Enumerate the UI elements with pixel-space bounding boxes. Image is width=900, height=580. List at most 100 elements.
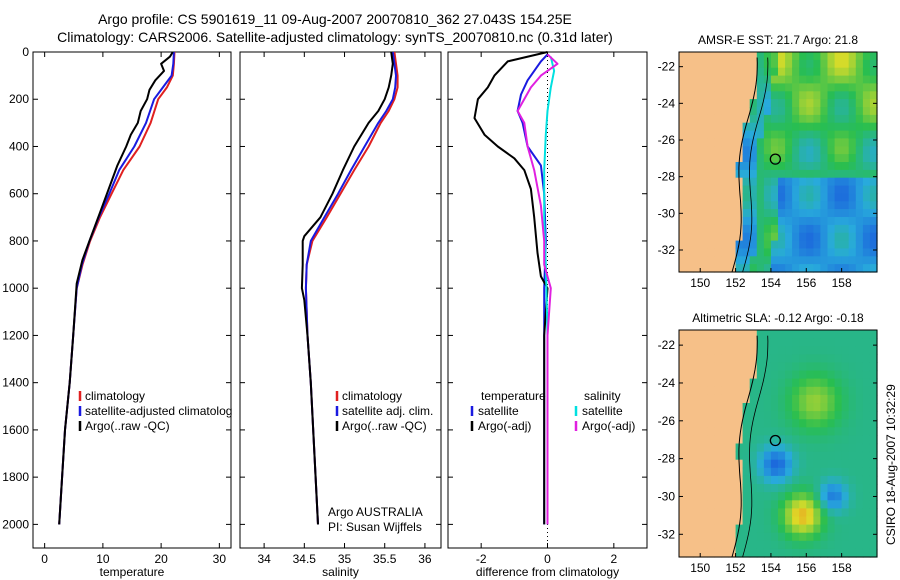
ocean-cell: [855, 346, 864, 355]
ocean-cell: [862, 492, 871, 501]
ocean-cell: [834, 532, 843, 542]
land-cell: [714, 240, 723, 250]
ocean-cell: [763, 209, 772, 218]
ocean-cell: [848, 475, 857, 485]
ocean-cell: [834, 435, 843, 445]
x-tick-label: 150: [690, 561, 710, 575]
ocean-cell: [855, 370, 864, 380]
land-cell: [707, 540, 715, 550]
ocean-cell: [785, 99, 793, 108]
land-cell: [679, 138, 687, 147]
land-cell: [749, 59, 758, 69]
ocean-cell: [827, 91, 836, 100]
ocean-cell: [869, 224, 878, 234]
land-cell: [679, 411, 687, 420]
ocean-cell: [848, 146, 857, 155]
ocean-cell: [785, 130, 793, 140]
y-tick-label: -24: [658, 376, 676, 390]
ocean-cell: [792, 193, 800, 202]
ocean-cell: [820, 354, 829, 363]
ocean-cell: [763, 130, 772, 140]
map-frame: [678, 329, 878, 558]
ocean-cell: [785, 492, 793, 501]
ocean-cell: [827, 248, 836, 257]
ocean-cell: [869, 435, 878, 445]
land-cell: [693, 154, 701, 163]
land-cell: [735, 91, 744, 100]
ocean-cell: [778, 492, 786, 501]
ocean-cell: [799, 346, 807, 355]
land-cell: [721, 114, 730, 124]
ocean-cell: [869, 532, 878, 542]
land-cell: [728, 500, 737, 509]
ocean-cell: [778, 162, 786, 171]
ocean-cell: [778, 177, 786, 187]
land-cell: [707, 427, 715, 436]
land-cell: [686, 484, 694, 493]
ocean-cell: [735, 248, 744, 257]
land-cell: [707, 162, 715, 171]
ocean-cell: [742, 516, 751, 526]
land-cell: [707, 83, 715, 92]
land-cell: [714, 419, 723, 428]
ocean-cell: [742, 162, 751, 171]
land-cell: [693, 59, 701, 69]
land-cell: [742, 107, 751, 116]
ocean-cell: [869, 169, 878, 179]
ocean-cell: [785, 419, 793, 428]
ocean-cell: [820, 394, 829, 404]
ocean-cell: [841, 201, 850, 210]
land-cell: [700, 217, 708, 226]
land-cell: [700, 508, 708, 518]
ocean-cell: [799, 67, 807, 77]
ocean-cell: [756, 427, 765, 436]
ocean-cell: [869, 427, 878, 436]
ocean-cell: [834, 475, 843, 485]
ocean-cell: [827, 162, 836, 171]
ocean-cell: [770, 138, 779, 147]
ocean-cell: [792, 75, 800, 85]
land-cell: [686, 354, 694, 363]
x-tick-label: 158: [832, 276, 852, 290]
land-cell: [679, 169, 687, 179]
ocean-cell: [756, 419, 765, 428]
land-cell: [742, 91, 751, 100]
ocean-cell: [869, 91, 878, 100]
land-cell: [721, 154, 730, 163]
land-cell: [714, 386, 723, 396]
land-cell: [714, 232, 723, 242]
ocean-cell: [834, 500, 843, 509]
land-cell: [735, 130, 744, 140]
ocean-cell: [792, 138, 800, 147]
ocean-cell: [813, 540, 822, 550]
ocean-cell: [862, 146, 871, 155]
ocean-cell: [820, 540, 829, 550]
ocean-cell: [841, 169, 850, 179]
ocean-cell: [848, 52, 857, 61]
map-title: Altimetric SLA: -0.12 Argo: -0.18: [692, 311, 864, 325]
ocean-cell: [813, 232, 822, 242]
ocean-cell: [749, 427, 758, 436]
land-cell: [735, 500, 744, 509]
land-cell: [693, 435, 701, 445]
ocean-cell: [785, 394, 793, 404]
y-tick-label: 400: [9, 139, 29, 153]
ocean-cell: [834, 130, 843, 140]
ocean-cell: [862, 403, 871, 412]
ocean-cell: [848, 154, 857, 163]
ocean-cell: [799, 362, 807, 372]
ocean-cell: [806, 451, 814, 461]
ocean-cell: [827, 346, 836, 355]
ocean-cell: [869, 516, 878, 526]
ocean-cell: [799, 185, 807, 195]
land-cell: [714, 91, 723, 100]
land-cell: [700, 177, 708, 187]
ocean-cell: [862, 451, 871, 461]
ocean-cell: [763, 443, 772, 453]
ocean-cell: [792, 248, 800, 257]
land-cell: [707, 508, 715, 518]
ocean-cell: [799, 256, 807, 265]
ocean-cell: [855, 338, 864, 347]
land-cell: [679, 67, 687, 77]
land-cell: [721, 264, 730, 273]
